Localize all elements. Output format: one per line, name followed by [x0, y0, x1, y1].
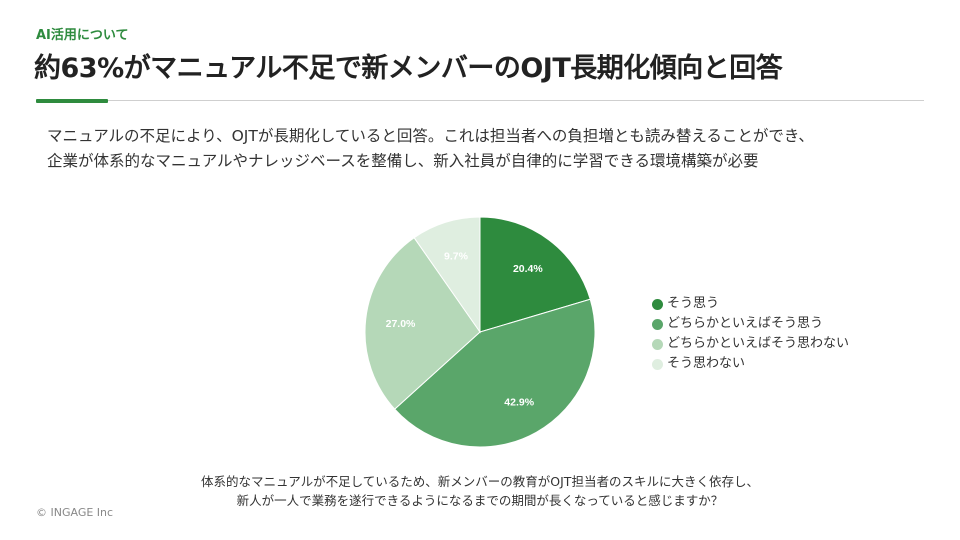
title-divider	[36, 100, 924, 101]
legend-swatch	[652, 358, 663, 370]
pie-slice-label: 42.9%	[504, 397, 534, 409]
survey-question-line: 体系的なマニュアルが不足しているため、新メンバーの教育がOJT担当者のスキルに大…	[201, 474, 759, 489]
legend-swatch	[652, 298, 663, 310]
legend-label: そう思う	[667, 296, 720, 311]
legend-label: どちらかといえばそう思わない	[667, 336, 850, 351]
pie-chart: 20.4% 42.9% 27.0% 9.7%	[360, 212, 600, 452]
survey-question-line: 新人が一人で業務を遂行できるようになるまでの期間が長くなっていると感じますか？	[236, 493, 724, 508]
description-line: マニュアルの不足により、OJTが長期化していると回答。これは担当者への負担増とも…	[47, 127, 814, 145]
description-line: 企業が体系的なマニュアルやナレッジベースを整備し、新入社員が自律的に学習できる環…	[47, 152, 759, 170]
legend-swatch	[652, 338, 663, 350]
description: マニュアルの不足により、OJTが長期化していると回答。これは担当者への負担増とも…	[47, 124, 927, 174]
pie-slice	[393, 298, 596, 448]
pie-slice-label: 27.0%	[386, 318, 416, 330]
chart-legend: そう思うどちらかといえばそう思うどちらかといえばそう思わない そう思わない	[652, 294, 849, 374]
pie-chart-svg: 20.4% 42.9% 27.0% 9.7%	[364, 216, 596, 448]
pie-slice	[479, 216, 591, 333]
pie-slice	[413, 216, 481, 334]
legend-item: どちらかといえばそう思わない	[652, 334, 849, 354]
pie-slice	[364, 237, 481, 410]
legend-label: そう思わない	[667, 356, 746, 371]
legend-item: どちらかといえばそう思う	[652, 314, 849, 334]
slide-title: 約63%がマニュアル不足で新メンバーのOJT長期化傾向と回答	[34, 53, 783, 84]
pie-slice-label: 9.7%	[444, 251, 469, 263]
legend-item: そう思わない	[652, 354, 849, 374]
pie-slice-label: 20.4%	[513, 263, 543, 275]
section-tag: AI活用について	[36, 28, 129, 43]
copyright: © INGAGE Inc	[36, 506, 114, 519]
title-divider-accent	[36, 99, 108, 103]
survey-question: 体系的なマニュアルが不足しているため、新メンバーの教育がOJT担当者のスキルに大…	[120, 472, 840, 510]
legend-label: どちらかといえばそう思う	[667, 316, 824, 331]
legend-item: そう思う	[652, 294, 849, 314]
legend-swatch	[652, 318, 663, 330]
